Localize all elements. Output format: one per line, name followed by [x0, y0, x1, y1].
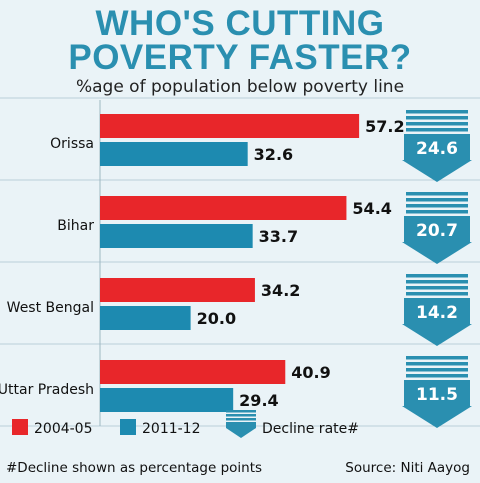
decline-value-label: 20.7	[416, 221, 458, 241]
value-label-2004-05: 34.2	[261, 281, 300, 300]
value-label-2004-05: 57.2	[365, 117, 404, 136]
decline-arrow-stripe	[406, 356, 468, 360]
decline-arrow-stripe	[406, 122, 468, 126]
decline-arrow-icon	[402, 216, 472, 264]
decline-arrow-stripe	[406, 368, 468, 372]
decline-arrow-stripe	[406, 198, 468, 202]
source-note: Source: Niti Aayog	[345, 460, 470, 476]
legend-swatch-2011-12	[120, 419, 136, 435]
decline-arrow-stripe	[406, 116, 468, 120]
category-label: Orissa	[50, 136, 94, 152]
legend-arrow-stripe	[226, 418, 256, 421]
footnote: #Decline shown as percentage points	[6, 460, 263, 476]
decline-arrow-icon	[402, 380, 472, 428]
value-label-2004-05: 40.9	[291, 363, 330, 382]
legend-decline-arrow-icon	[226, 422, 256, 438]
decline-value-label: 24.6	[416, 139, 458, 159]
legend-label-2004-05: 2004-05	[34, 421, 93, 437]
decline-arrow-stripe	[406, 204, 468, 208]
decline-arrow-stripe	[406, 210, 468, 214]
bar-2004-05	[100, 196, 347, 220]
decline-value-label: 14.2	[416, 303, 458, 323]
decline-value-label: 11.5	[416, 385, 458, 405]
legend-label-2011-12: 2011-12	[142, 421, 201, 437]
value-label-2011-12: 32.6	[254, 145, 293, 164]
chart-subtitle: %age of population below poverty line	[75, 77, 405, 97]
value-label-2011-12: 29.4	[239, 391, 278, 410]
legend-arrow-stripe	[226, 414, 256, 417]
legend-label-decline-rate: Decline rate#	[262, 421, 359, 437]
bar-2011-12	[100, 224, 253, 248]
value-label-2004-05: 54.4	[352, 199, 391, 218]
bar-2011-12	[100, 142, 248, 166]
bar-2011-12	[100, 306, 191, 330]
bar-2011-12	[100, 388, 234, 412]
value-label-2011-12: 20.0	[197, 309, 236, 328]
legend-arrow-stripe	[226, 410, 256, 413]
decline-arrow-stripe	[406, 292, 468, 296]
decline-arrow-stripe	[406, 274, 468, 278]
decline-arrow-icon	[402, 134, 472, 182]
category-label: West Bengal	[7, 300, 94, 316]
bar-2004-05	[100, 278, 255, 302]
decline-arrow-stripe	[406, 286, 468, 290]
chart-title-line1: WHO'S CUTTING	[95, 4, 385, 43]
decline-arrow-icon	[402, 298, 472, 346]
value-label-2011-12: 33.7	[259, 227, 298, 246]
bar-2004-05	[100, 114, 360, 138]
legend-swatch-2004-05	[12, 419, 28, 435]
chart-title-line2: POVERTY FASTER?	[68, 38, 412, 77]
decline-arrow-stripe	[406, 128, 468, 132]
category-label: Bihar	[57, 218, 94, 234]
decline-arrow-stripe	[406, 192, 468, 196]
decline-arrow-stripe	[406, 110, 468, 114]
category-label: Uttar Pradesh	[0, 382, 94, 398]
bar-2004-05	[100, 360, 286, 384]
decline-arrow-stripe	[406, 362, 468, 366]
decline-arrow-stripe	[406, 280, 468, 284]
decline-arrow-stripe	[406, 374, 468, 378]
